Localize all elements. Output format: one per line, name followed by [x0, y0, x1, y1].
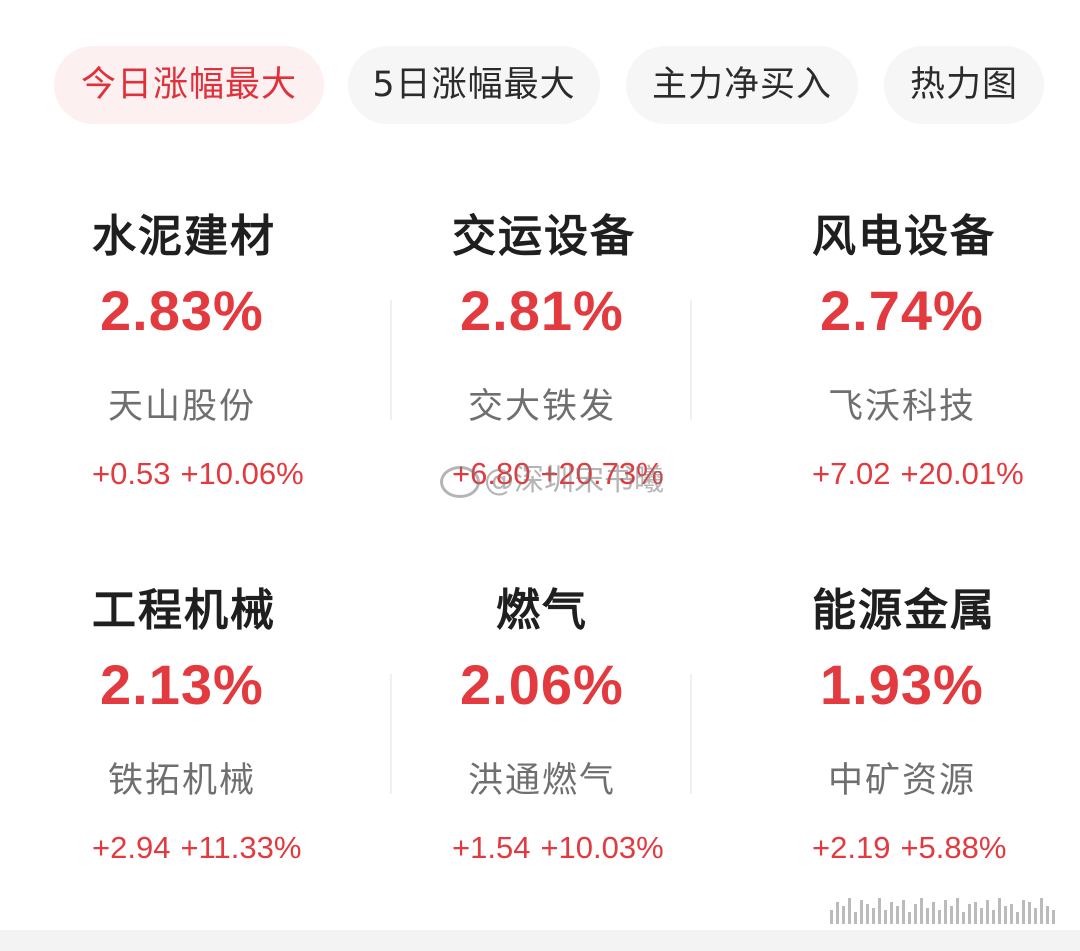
tab-today-top-gainers[interactable]: 今日涨幅最大: [54, 46, 324, 124]
leading-stock-change-value: +2.19: [812, 830, 891, 865]
leading-stock-change: +7.02 +20.01%: [812, 456, 1080, 492]
sector-card[interactable]: 能源金属 1.93% 中矿资源 +2.19 +5.88%: [812, 564, 1072, 894]
column-divider: [390, 300, 392, 420]
sector-name: 水泥建材: [92, 211, 276, 262]
leading-stock-change-pct: +10.03%: [540, 830, 664, 865]
watermark-text: @深圳宋书曦: [484, 463, 664, 498]
leading-stock-name: 天山股份: [108, 387, 257, 427]
sector-change-pct: 2.83%: [100, 279, 264, 342]
leading-stock-change: +2.19 +5.88%: [812, 830, 1080, 866]
leading-stock-name: 飞沃科技: [828, 387, 977, 427]
sector-change-pct: 1.93%: [820, 653, 984, 716]
sector-card[interactable]: 工程机械 2.13% 铁拓机械 +2.94 +11.33%: [92, 564, 452, 894]
leading-stock-change-value: +7.02: [812, 456, 891, 491]
home-indicator-icon: [830, 896, 1058, 924]
sector-change-pct: 2.74%: [820, 279, 984, 342]
sector-card[interactable]: 燃气 2.06% 洪通燃气 +1.54 +10.03%: [452, 564, 812, 894]
tab-main-net-buy[interactable]: 主力净买入: [626, 46, 858, 124]
tab-bar: 今日涨幅最大 5日涨幅最大 主力净买入 热力图: [54, 46, 1050, 124]
leading-stock-change-pct: +10.06%: [180, 456, 304, 491]
leading-stock-change-value: +0.53: [92, 456, 171, 491]
leading-stock-name: 洪通燃气: [468, 761, 617, 801]
sector-name: 工程机械: [92, 585, 276, 636]
sector-name: 交运设备: [452, 211, 636, 262]
leading-stock-change-pct: +5.88%: [900, 830, 1007, 865]
sector-card[interactable]: 风电设备 2.74% 飞沃科技 +7.02 +20.01%: [812, 190, 1072, 520]
weibo-watermark: @深圳宋书曦: [440, 455, 664, 499]
leading-stock-name: 中矿资源: [828, 761, 977, 801]
tab-heatmap[interactable]: 热力图: [884, 46, 1044, 124]
sector-change-pct: 2.81%: [460, 279, 624, 342]
sector-change-pct: 2.13%: [100, 653, 264, 716]
leading-stock-change-value: +2.94: [92, 830, 171, 865]
column-divider: [390, 674, 392, 794]
bottom-strip: [0, 930, 1080, 951]
leading-stock-change-value: +1.54: [452, 830, 531, 865]
sector-name: 燃气: [496, 585, 588, 636]
leading-stock-change-pct: +20.01%: [900, 456, 1024, 491]
weibo-logo-icon: [440, 465, 480, 498]
leading-stock-change: +1.54 +10.03%: [452, 830, 812, 866]
leading-stock-name: 交大铁发: [468, 387, 617, 427]
leading-stock-change: +2.94 +11.33%: [92, 830, 452, 866]
sector-name: 能源金属: [812, 585, 996, 636]
leading-stock-change-pct: +20.73%: [540, 456, 664, 491]
sector-change-pct: 2.06%: [460, 653, 624, 716]
leading-stock-change-pct: +11.33%: [180, 830, 302, 865]
leading-stock-change: +0.53 +10.06%: [92, 456, 452, 492]
tab-5day-top-gainers[interactable]: 5日涨幅最大: [348, 46, 600, 124]
column-divider: [690, 674, 692, 794]
sector-card[interactable]: 水泥建材 2.83% 天山股份 +0.53 +10.06%: [92, 190, 452, 520]
column-divider: [690, 300, 692, 420]
leading-stock-name: 铁拓机械: [108, 761, 257, 801]
sector-name: 风电设备: [812, 211, 996, 262]
